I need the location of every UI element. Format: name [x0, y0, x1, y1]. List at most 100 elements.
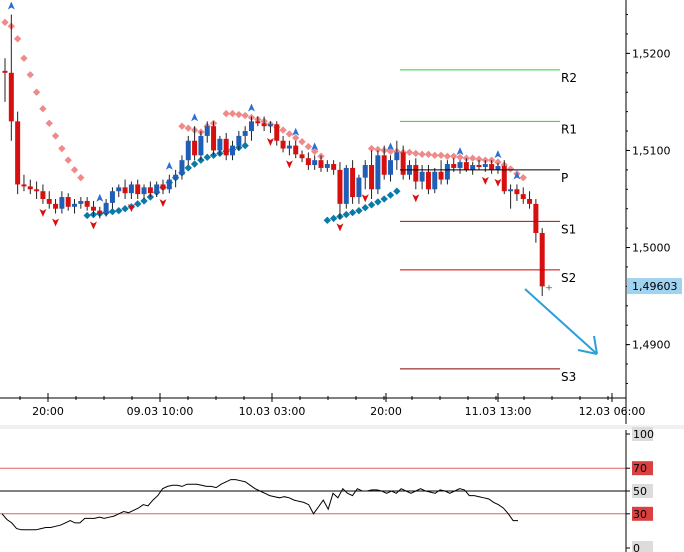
- sar-dot-above: [405, 148, 414, 157]
- candle-bear: [381, 155, 387, 175]
- candle-bear: [425, 171, 431, 190]
- candle-bear: [97, 210, 103, 214]
- fractal-down-arrow: [52, 218, 60, 227]
- rsi-tick-box: [632, 427, 653, 441]
- current-price-box: [627, 278, 682, 295]
- rsi-tick-label: 30: [633, 508, 647, 521]
- rsi-tick-box: [632, 461, 653, 476]
- candle-bull: [362, 165, 368, 178]
- sar-dot-above: [424, 150, 433, 159]
- sar-dot-above: [228, 109, 237, 118]
- forecast-arrow-head: [577, 335, 598, 355]
- sar-dot-above: [450, 152, 458, 160]
- sar-dot-above: [481, 156, 489, 164]
- candle-bear: [2, 70, 8, 73]
- candle-bear: [299, 154, 305, 159]
- fractal-up-arrow: [494, 150, 502, 159]
- candle-bull: [204, 126, 210, 136]
- candle-bear: [21, 184, 27, 187]
- sar-dot-below: [342, 210, 350, 219]
- candle-bear: [451, 164, 457, 168]
- pivot-label-s3: S3: [561, 370, 576, 384]
- fractal-down-arrow: [127, 204, 135, 212]
- candle-bull: [242, 131, 248, 136]
- sar-dot-above: [494, 158, 502, 166]
- candle-bear: [520, 194, 526, 199]
- candle-bull: [394, 152, 400, 161]
- candle-bear: [350, 167, 356, 198]
- candle-bull: [375, 155, 381, 190]
- candle-bull: [495, 165, 501, 170]
- sar-dot-above: [64, 156, 72, 164]
- candle-bear: [337, 169, 343, 204]
- candle-bull: [154, 184, 160, 194]
- forecast-arrow-shaft: [524, 288, 598, 355]
- pivot-label-r2: R2: [561, 71, 577, 85]
- candle-bull: [166, 179, 172, 190]
- candle-bear: [331, 164, 337, 170]
- rsi-tick-label: 100: [633, 428, 654, 441]
- x-tick-label: 09.03 10:00: [127, 405, 194, 418]
- candle-bear: [84, 200, 90, 207]
- candle-bear: [533, 203, 539, 233]
- candle-bear: [293, 145, 299, 155]
- sar-dot-above: [367, 144, 376, 153]
- rsi-tick-label: 50: [633, 485, 647, 498]
- candle-bull: [236, 135, 242, 146]
- sar-dot-above: [222, 109, 230, 118]
- rsi-tick-box: [632, 506, 653, 521]
- sar-dot-above: [178, 122, 186, 130]
- candle-bear: [8, 72, 14, 122]
- candle-bull: [128, 184, 134, 194]
- candle-bull: [286, 145, 292, 149]
- candle-bear: [514, 189, 520, 195]
- rsi-line: [1, 479, 518, 531]
- pivot-label-r1: R1: [561, 122, 577, 136]
- sar-dot-below: [121, 205, 129, 213]
- fractal-markers: [7, 1, 521, 232]
- fractal-down-arrow: [159, 199, 167, 208]
- fractal-up-arrow: [456, 147, 464, 156]
- candle-bear: [280, 140, 286, 149]
- sar-dot-above: [77, 173, 85, 182]
- fractal-up-arrow: [292, 127, 300, 136]
- sar-dot-above: [443, 152, 452, 160]
- sar-dot-above: [506, 165, 515, 173]
- fractal-up-arrow: [191, 113, 199, 122]
- candle-bear: [438, 171, 444, 180]
- y-tick-label: 1,5000: [632, 242, 671, 255]
- panel-separator: [0, 425, 684, 429]
- sar-dot-above: [20, 54, 28, 62]
- pivot-levels: R2 R1 P S1 S2 S3 +: [400, 69, 598, 384]
- rsi-tick-box: [632, 541, 653, 552]
- fractal-up-arrow: [513, 171, 521, 180]
- candle-bull: [457, 162, 463, 168]
- fractal-down-arrow: [89, 221, 97, 230]
- sar-dot-above: [70, 166, 79, 174]
- candle-bear: [501, 165, 507, 192]
- candle-bear: [46, 199, 52, 204]
- fractal-down-arrow: [336, 223, 344, 232]
- fractal-up-arrow: [387, 142, 395, 151]
- candle-bull: [59, 197, 65, 209]
- main-axes: 1,5200 1,5100 1,5000 1,4900 1,49603 20:00 09.0…: [0, 0, 684, 429]
- candle-bear: [369, 165, 375, 190]
- y-tick-label: 1,5200: [632, 47, 671, 60]
- pivot-label-s2: S2: [561, 271, 576, 285]
- sar-dot-above: [519, 173, 527, 182]
- y-tick-label: 1,5100: [632, 144, 671, 157]
- candle-bull: [248, 121, 254, 132]
- candle-bull: [419, 171, 425, 182]
- sar-dot-above: [487, 156, 496, 164]
- current-price-label: 1,49603: [632, 280, 678, 293]
- fractal-up-arrow: [7, 1, 15, 10]
- candle-bull: [141, 187, 147, 195]
- candle-bear: [160, 184, 166, 190]
- candle-bull: [312, 160, 318, 166]
- candle-bull: [173, 174, 179, 180]
- candle-bear: [53, 203, 59, 209]
- candle-bear: [400, 152, 406, 175]
- candle-bull: [432, 171, 438, 190]
- candle-bull: [267, 124, 273, 127]
- fractal-up-arrow: [247, 103, 255, 112]
